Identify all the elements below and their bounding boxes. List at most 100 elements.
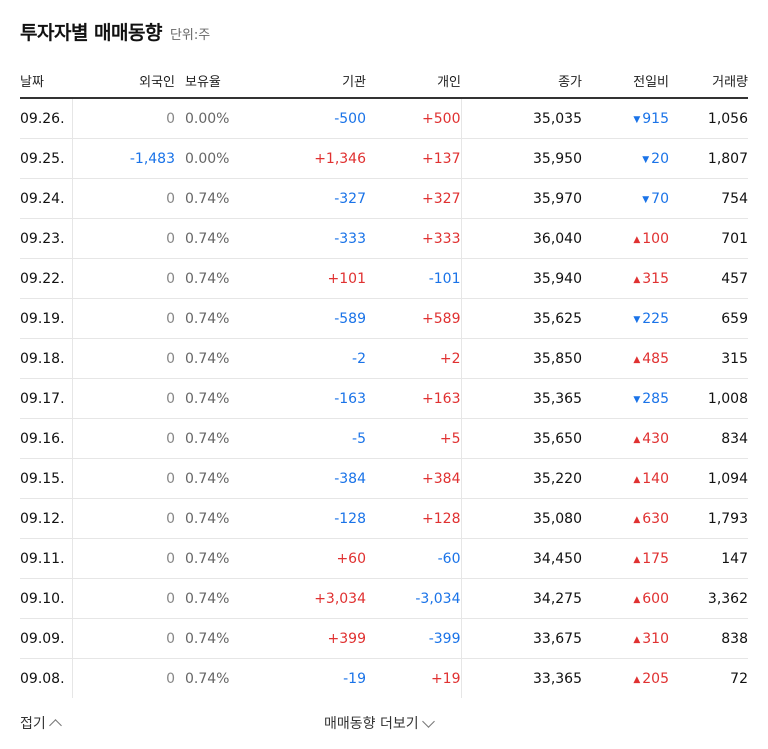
triangle-up-icon: ▲ [633,514,641,525]
table-row: 09.08. 0 0.74% -19 +19 33,365 ▲ 205 72 [20,658,748,698]
table-row: 09.22. 0 0.74% +101 -101 35,940 ▲ 315 457 [20,258,748,299]
institution-cell: -500 [245,98,366,139]
close-cell: 36,040 [460,218,582,259]
change-value: 225 [642,310,669,327]
table-row: 09.23. 0 0.74% -333 +333 36,040 ▲ 100 701 [20,218,748,259]
table-body: 09.26. 0 0.00% -500 +500 35,035 ▼ 915 1,056 09.25… [20,98,748,698]
change-cell: ▲ 140 [582,458,669,499]
volume-cell: 701 [669,218,748,259]
individual-cell: +384 [366,458,461,499]
institution-cell: +1,346 [245,138,366,179]
foreign-cell: 0 [71,218,175,259]
institution-cell: +101 [245,258,366,299]
table-row: 09.24. 0 0.74% -327 +327 35,970 ▼ 70 754 [20,178,748,219]
ownership-cell: 0.74% [175,618,245,659]
triangle-up-icon: ▲ [633,554,641,565]
volume-cell: 457 [669,258,748,299]
close-cell: 33,365 [460,658,582,698]
col-volume: 거래량 [669,64,748,99]
foreign-cell: 0 [71,458,175,499]
volume-cell: 315 [669,338,748,379]
foreign-cell: 0 [71,338,175,379]
foreign-cell: 0 [71,658,175,698]
foreign-cell: -1,483 [71,138,175,179]
individual-cell: -399 [366,618,461,659]
col-change: 전일비 [582,64,669,99]
individual-cell: +137 [366,138,461,179]
triangle-up-icon: ▲ [633,674,641,685]
volume-cell: 1,056 [669,98,748,139]
change-cell: ▲ 600 [582,578,669,619]
foreign-cell: 0 [71,618,175,659]
date-cell: 09.11. [20,538,72,579]
close-cell: 35,970 [460,178,582,219]
close-cell: 35,650 [460,418,582,459]
close-cell: 35,035 [460,98,582,139]
chevron-up-icon [48,718,62,732]
change-value: 70 [651,190,669,207]
close-cell: 35,220 [460,458,582,499]
table-row: 09.11. 0 0.74% +60 -60 34,450 ▲ 175 147 [20,538,748,579]
volume-cell: 834 [669,418,748,459]
change-cell: ▲ 630 [582,498,669,539]
ownership-cell: 0.74% [175,418,245,459]
date-cell: 09.19. [20,298,72,339]
more-trading-button[interactable]: 매매동향 더보기 [324,713,435,733]
individual-cell: +333 [366,218,461,259]
table-row: 09.09. 0 0.74% +399 -399 33,675 ▲ 310 838 [20,618,748,659]
change-cell: ▲ 100 [582,218,669,259]
close-cell: 35,625 [460,298,582,339]
fold-button[interactable]: 접기 [20,713,62,733]
triangle-up-icon: ▲ [633,634,641,645]
individual-cell: -3,034 [366,578,461,619]
triangle-up-icon: ▲ [633,594,641,605]
volume-cell: 659 [669,298,748,339]
change-cell: ▲ 485 [582,338,669,379]
ownership-cell: 0.74% [175,218,245,259]
col-close: 종가 [461,64,582,99]
volume-cell: 754 [669,178,748,219]
volume-cell: 1,094 [669,458,748,499]
ownership-cell: 0.74% [175,498,245,539]
change-value: 315 [642,270,669,287]
individual-cell: +128 [366,498,461,539]
change-cell: ▲ 430 [582,418,669,459]
date-cell: 09.15. [20,458,72,499]
date-cell: 09.22. [20,258,72,299]
institution-cell: -384 [245,458,366,499]
date-cell: 09.16. [20,418,72,459]
page-title: 투자자별 매매동향 [20,22,162,44]
institution-cell: -327 [245,178,366,219]
volume-cell: 72 [730,670,748,687]
date-cell: 09.17. [20,378,72,419]
date-cell: 09.08. [20,670,65,687]
institution-cell: +3,034 [245,578,366,619]
date-cell: 09.10. [20,578,72,619]
change-value: 175 [642,550,669,567]
ownership-cell: 0.74% [175,338,245,379]
close-cell: 35,940 [460,258,582,299]
volume-cell: 1,008 [669,378,748,419]
change-cell: ▲ 175 [582,538,669,579]
date-cell: 09.18. [20,338,72,379]
institution-cell: -2 [245,338,366,379]
close-cell: 33,675 [460,618,582,659]
date-cell: 09.24. [20,178,72,219]
col-ownership: 보유율 [175,64,245,99]
institution-cell: -589 [245,298,366,339]
volume-cell: 1,793 [669,498,748,539]
change-value: 310 [642,630,669,647]
change-value: 430 [642,430,669,447]
date-cell: 09.09. [20,618,72,659]
table-row: 09.26. 0 0.00% -500 +500 35,035 ▼ 915 1,056 [20,98,748,139]
change-value: 915 [642,110,669,127]
ownership-cell: 0.74% [175,178,245,219]
change-cell: ▲ 310 [582,618,669,659]
volume-cell: 147 [669,538,748,579]
volume-cell: 3,362 [669,578,748,619]
volume-cell: 1,807 [669,138,748,179]
change-value: 140 [642,470,669,487]
triangle-up-icon: ▲ [633,354,641,365]
institution-cell: -163 [245,378,366,419]
